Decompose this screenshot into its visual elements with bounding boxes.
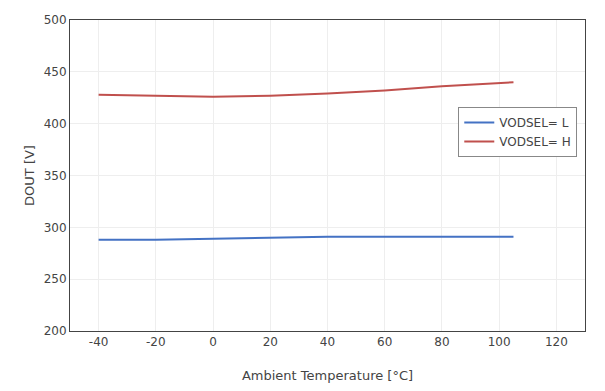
svg-text:350: 350 <box>44 169 67 183</box>
svg-text:100: 100 <box>488 335 511 349</box>
svg-text:40: 40 <box>320 335 335 349</box>
svg-text:500: 500 <box>44 13 67 27</box>
svg-text:VODSEL= L: VODSEL= L <box>499 116 568 130</box>
svg-text:60: 60 <box>377 335 392 349</box>
svg-text:80: 80 <box>434 335 449 349</box>
svg-text:Ambient Temperature [°C]: Ambient Temperature [°C] <box>242 368 413 383</box>
svg-text:DOUT [V]: DOUT [V] <box>22 145 37 206</box>
svg-text:250: 250 <box>44 272 67 286</box>
svg-text:300: 300 <box>44 221 67 235</box>
svg-text:120: 120 <box>545 335 568 349</box>
svg-text:200: 200 <box>44 324 67 338</box>
svg-text:VODSEL= H: VODSEL= H <box>499 135 570 149</box>
svg-text:0: 0 <box>209 335 217 349</box>
svg-text:-40: -40 <box>89 335 109 349</box>
svg-text:400: 400 <box>44 117 67 131</box>
svg-text:450: 450 <box>44 65 67 79</box>
svg-text:20: 20 <box>263 335 278 349</box>
svg-text:-20: -20 <box>146 335 166 349</box>
